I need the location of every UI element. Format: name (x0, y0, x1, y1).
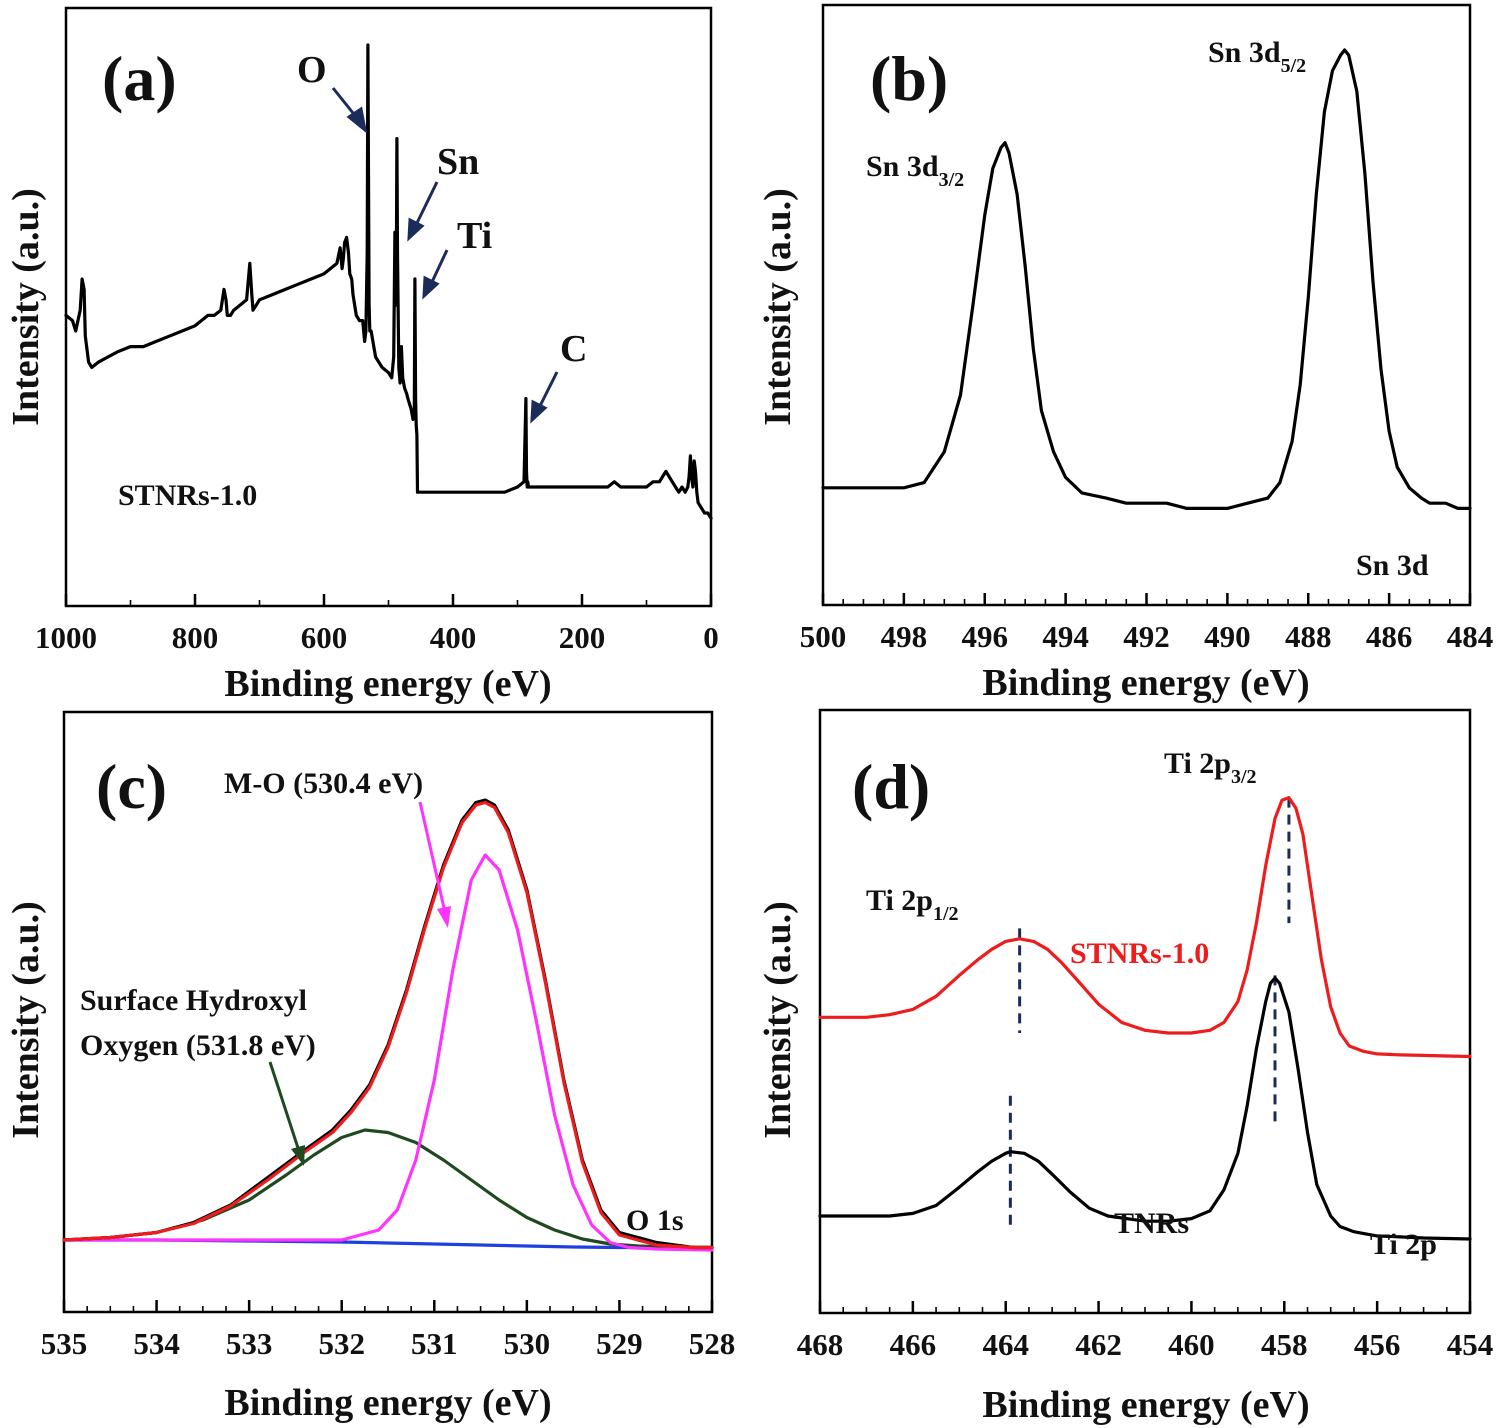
panel-c-region-label: O 1s (626, 1204, 684, 1237)
annotation-m-o: M-O (530.4 eV) (224, 767, 423, 800)
panel-b-x-axis: 500 498 496 494 492 490 488 486 484 (800, 619, 1494, 654)
peak-label-sn3d32: Sn 3d3/2 (866, 150, 964, 191)
arrow-ti-head (422, 275, 440, 300)
peak-label-o: O (297, 49, 327, 91)
panel-b-tick-label: 492 (1123, 619, 1170, 654)
panel-c-y-axis-label: Intensity (a.u.) (5, 901, 47, 1139)
series-label-stnrs: STNRs-1.0 (1070, 937, 1209, 970)
panel-d-tick-label: 454 (1447, 1327, 1494, 1362)
arrow-m-o (418, 801, 446, 909)
panel-a-x-axis: 1000 800 600 400 200 0 (35, 620, 719, 655)
panel-a-letter: (a) (102, 43, 177, 114)
panel-a-tick-label: 400 (430, 620, 477, 655)
panel-c-tick-label: 531 (411, 1326, 458, 1361)
arrow-o-head (346, 106, 368, 134)
panel-a-y-axis-label: Intensity (a.u.) (5, 188, 47, 426)
panel-a-tick-label: 0 (703, 620, 719, 655)
peak-label-ti2p12: Ti 2p1/2 (866, 884, 959, 925)
peak-label-c: C (560, 328, 587, 370)
panel-c-series-measured (62, 798, 714, 1250)
panel-c-tick-label: 533 (226, 1326, 273, 1361)
panel-b-plot-area (821, 48, 1472, 605)
panel-c-plot-area (62, 798, 714, 1312)
panel-c-tick-label: 535 (41, 1326, 88, 1361)
panel-a-arrows (331, 87, 559, 424)
panel-c-arrows (268, 801, 451, 1166)
panel-b-tick-label: 494 (1042, 619, 1089, 654)
panel-a-survey-spectrum: 1000 800 600 400 200 0 (a) Binding energy (eV… (5, 6, 719, 705)
panel-d-letter: (d) (852, 751, 930, 822)
panel-c-tick-label: 529 (596, 1326, 643, 1361)
panel-b-tick-label: 490 (1204, 619, 1251, 654)
arrow-m-o-head (437, 906, 451, 928)
panel-c-tick-label: 530 (504, 1326, 551, 1361)
panel-a-tick-label: 200 (559, 620, 606, 655)
panel-b-letter: (b) (870, 43, 948, 114)
panel-c-tick-label: 534 (133, 1326, 180, 1361)
panel-d-series-tnrs (818, 976, 1472, 1241)
series-label-tnrs: TNRs (1114, 1207, 1189, 1240)
arrow-c (538, 371, 559, 407)
peak-label-ti2p32: Ti 2p3/2 (1164, 747, 1257, 788)
panel-b-tick-label: 496 (962, 619, 1009, 654)
panel-d-tick-label: 464 (982, 1327, 1029, 1362)
panel-c-series-fit-envelope (62, 800, 714, 1250)
panel-a-plot-area (64, 43, 713, 606)
annotation-hydroxyl-line1: Surface Hydroxyl (80, 984, 307, 1017)
arrow-sn (414, 181, 439, 226)
panel-b-tick-label: 498 (881, 619, 928, 654)
panel-c-letter: (c) (96, 751, 167, 822)
panel-b-tick-label: 500 (800, 619, 847, 654)
panel-d-plot-area (818, 795, 1472, 1313)
panel-d-series-stnrs-1-0 (818, 795, 1472, 1059)
annotation-hydroxyl-line2: Oxygen (531.8 eV) (80, 1029, 316, 1062)
panel-d-y-axis-label: Intensity (a.u.) (757, 901, 799, 1139)
panel-b-y-axis-label: Intensity (a.u.) (757, 188, 799, 426)
panel-b-region-label: Sn 3d (1356, 549, 1429, 582)
panel-c-tick-label: 532 (318, 1326, 365, 1361)
panel-d-x-axis-label: Binding energy (eV) (982, 1384, 1309, 1426)
arrow-c-head (530, 399, 548, 424)
panel-c-x-axis: 535 534 533 532 531 530 529 528 (41, 1326, 736, 1361)
panel-d-x-axis: 468 466 464 462 460 458 456 454 (797, 1327, 1494, 1362)
panel-a-x-axis-label: Binding energy (eV) (224, 663, 551, 705)
panel-a-tick-label: 1000 (35, 620, 97, 655)
panel-d-tick-label: 456 (1354, 1327, 1401, 1362)
peak-label-sn: Sn (437, 141, 479, 183)
panel-a-tick-label: 600 (301, 620, 348, 655)
panel-b-x-axis-label: Binding energy (eV) (982, 662, 1309, 704)
panel-a-series-stnrs-1-0 (64, 43, 713, 520)
peak-label-sn3d52: Sn 3d5/2 (1208, 36, 1306, 77)
arrow-hydroxyl-head (291, 1145, 305, 1166)
panel-c-x-axis-label: Binding energy (eV) (224, 1382, 551, 1424)
panel-d-tick-label: 458 (1261, 1327, 1308, 1362)
arrow-sn-head (407, 217, 425, 242)
panel-b-tick-label: 486 (1366, 619, 1413, 654)
panel-b-tick-label: 488 (1285, 619, 1332, 654)
arrow-ti (430, 249, 449, 283)
panel-d-tick-label: 468 (797, 1327, 844, 1362)
peak-label-ti: Ti (457, 215, 492, 257)
panel-c-series-m-o-530-4-ev (62, 853, 714, 1252)
panel-d-ti2p-spectrum: 468 466 464 462 460 458 456 454 (d) Binding ene… (757, 708, 1494, 1426)
panel-d-region-label: Ti 2p (1370, 1228, 1437, 1261)
panel-a-sample-label: STNRs-1.0 (118, 479, 257, 512)
panel-c-o1s-spectrum: 535 534 533 532 531 530 529 528 (c) Binding ene… (5, 710, 736, 1424)
panel-a-tick-label: 800 (172, 620, 219, 655)
panel-d-tick-label: 460 (1168, 1327, 1215, 1362)
panel-d-tick-label: 462 (1075, 1327, 1122, 1362)
arrow-hydroxyl (268, 1061, 300, 1149)
panel-d-tick-label: 466 (890, 1327, 937, 1362)
panel-b-sn3d-spectrum: 500 498 496 494 492 490 488 486 484 (b) Binding … (757, 3, 1494, 704)
panel-c-tick-label: 528 (689, 1326, 736, 1361)
panel-b-series-sn-3d (821, 48, 1472, 510)
panel-b-tick-label: 484 (1447, 619, 1494, 654)
